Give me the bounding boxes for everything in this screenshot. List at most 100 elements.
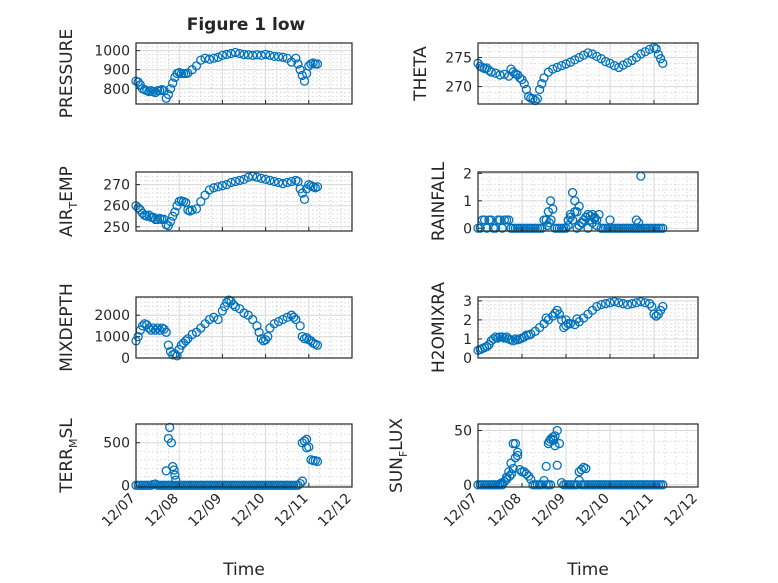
data-point bbox=[269, 51, 279, 61]
y-tick-label: 0 bbox=[463, 351, 472, 367]
data-point bbox=[614, 298, 624, 308]
data-point bbox=[155, 325, 165, 335]
data-point bbox=[583, 209, 593, 220]
data-point bbox=[658, 480, 668, 490]
data-point bbox=[534, 84, 545, 95]
data-point bbox=[482, 341, 492, 352]
data-point bbox=[651, 44, 661, 54]
data-point bbox=[572, 314, 582, 324]
data-point bbox=[561, 315, 571, 325]
data-point bbox=[622, 58, 633, 68]
y-tick-label: 50 bbox=[454, 424, 472, 440]
data-point bbox=[574, 201, 584, 211]
y-axis-label: MIXDEPTH bbox=[57, 283, 77, 372]
data-point bbox=[209, 183, 219, 193]
data-point bbox=[239, 174, 249, 185]
data-point bbox=[508, 336, 518, 346]
y-tick-label: 2 bbox=[463, 166, 472, 182]
data-point bbox=[572, 207, 582, 217]
data-point bbox=[278, 314, 288, 325]
data-point bbox=[539, 73, 549, 83]
data-point bbox=[497, 223, 507, 233]
data-point bbox=[605, 298, 615, 308]
data-point bbox=[515, 73, 525, 83]
y-tick-label: 1 bbox=[463, 332, 472, 348]
data-point bbox=[640, 47, 650, 57]
data-point bbox=[561, 59, 571, 69]
data-point bbox=[230, 47, 241, 58]
y-tick-label: 1 bbox=[463, 194, 472, 210]
y-tick-label: 0 bbox=[463, 478, 472, 494]
y-axis-label: H2OMIXRA bbox=[429, 282, 449, 373]
subplot-6: 0 1 2 3 H2OMIXRA bbox=[429, 282, 699, 373]
data-point bbox=[163, 340, 174, 350]
data-point bbox=[549, 435, 559, 445]
data-point bbox=[256, 334, 266, 344]
data-point bbox=[256, 173, 266, 183]
y-axis-label: PRESSURE bbox=[57, 29, 77, 118]
data-point bbox=[273, 52, 284, 62]
data-point bbox=[133, 77, 143, 87]
data-point bbox=[622, 299, 633, 310]
data-point bbox=[278, 52, 288, 62]
data-point bbox=[252, 50, 262, 60]
data-point bbox=[658, 301, 668, 312]
data-point bbox=[515, 464, 525, 475]
data-point bbox=[609, 297, 620, 307]
data-point bbox=[209, 312, 219, 322]
axes-box bbox=[477, 42, 699, 105]
data-point bbox=[239, 308, 249, 318]
data-point bbox=[289, 312, 299, 322]
data-point bbox=[495, 70, 505, 80]
data-point bbox=[552, 425, 562, 436]
data-point bbox=[291, 53, 301, 63]
data-point bbox=[651, 311, 661, 321]
data-point bbox=[297, 476, 307, 486]
data-point bbox=[133, 331, 143, 342]
data-point bbox=[217, 306, 228, 316]
data-point bbox=[552, 62, 562, 73]
x-axis-label: Time bbox=[222, 560, 265, 580]
data-point bbox=[269, 319, 279, 329]
data-point bbox=[191, 204, 202, 214]
data-point bbox=[170, 470, 180, 480]
data-point bbox=[600, 56, 611, 67]
data-point bbox=[301, 443, 312, 453]
data-point bbox=[490, 223, 501, 233]
data-point bbox=[252, 172, 262, 182]
data-point bbox=[636, 297, 646, 307]
data-point bbox=[282, 177, 292, 188]
data-point bbox=[600, 299, 611, 309]
data-point bbox=[528, 94, 538, 104]
data-point bbox=[150, 479, 161, 489]
data-point bbox=[181, 336, 191, 346]
data-point bbox=[537, 480, 547, 490]
data-point bbox=[312, 456, 323, 467]
y-tick-label: 250 bbox=[103, 220, 130, 236]
data-point bbox=[499, 69, 510, 80]
data-point bbox=[567, 187, 578, 198]
data-point bbox=[165, 216, 176, 227]
data-point bbox=[479, 215, 490, 225]
data-point bbox=[209, 53, 219, 63]
data-point bbox=[505, 471, 515, 481]
data-point bbox=[222, 297, 232, 308]
data-point bbox=[556, 61, 567, 71]
data-point bbox=[213, 182, 223, 192]
data-point bbox=[204, 185, 215, 195]
data-point bbox=[144, 210, 154, 220]
y-axis-label: RAINFALL bbox=[429, 161, 449, 241]
data-point bbox=[475, 223, 485, 233]
y-axis-label: SUNFLUX bbox=[387, 418, 410, 493]
data-point bbox=[482, 223, 492, 233]
data-point bbox=[161, 327, 171, 337]
data-point bbox=[299, 194, 310, 205]
data-point bbox=[213, 52, 223, 62]
y-axis-label: AIRTEMP bbox=[57, 166, 80, 237]
x-axis-label: Time bbox=[566, 560, 609, 580]
data-point bbox=[169, 465, 179, 475]
data-point bbox=[269, 176, 279, 187]
data-point bbox=[605, 58, 615, 68]
figure-title: Figure 1 low bbox=[187, 15, 306, 35]
data-point bbox=[550, 308, 560, 318]
